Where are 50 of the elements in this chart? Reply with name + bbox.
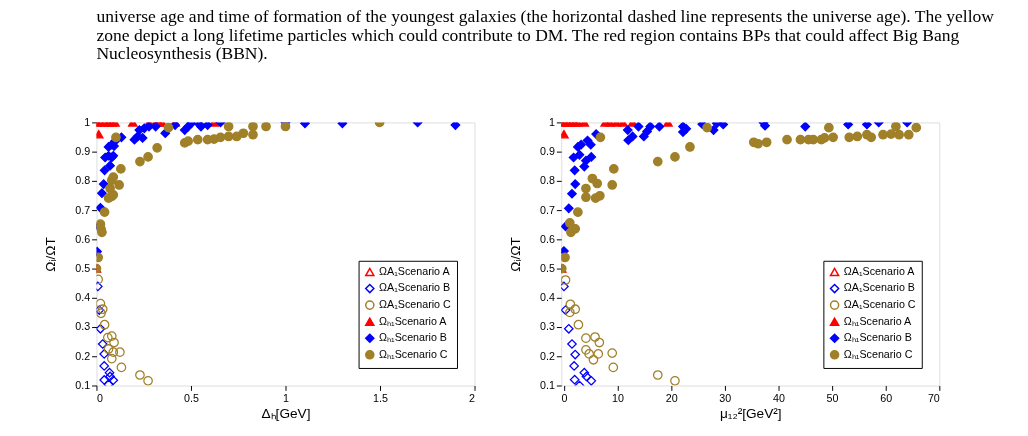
text: universe age and time of formation of the youngest galaxies (the horizontal dashed line represents the universe age). The yellow zone depict a long lifetime particles which could contribute to DM. The red region contains BPs that could affect Big Bang Nucleosynthesis (BBN). [96,6,995,64]
y-tick-label: 0.7 [540,203,555,216]
y-tick-label: 0.6 [75,232,91,245]
legend-label: Ωₕ₁Scenario C [843,347,913,360]
legend-label: ΩA₁Scenario B [843,281,915,294]
x-tick-label: 0 [96,391,103,404]
x-axis-title: Δₕ[GeV] [261,406,311,422]
y-tick-label: 0.9 [540,145,555,158]
x-tick-label: 40 [772,391,785,404]
x-tick-label: 70 [927,391,940,404]
y-tick-label: 0.7 [75,203,91,216]
y-tick-label: 0.4 [540,291,555,304]
y-tick-label: 0.2 [540,349,555,362]
y-tick-label: 0.4 [75,291,91,304]
y-tick-label: 0.8 [540,174,555,187]
x-tick-label: 0.5 [184,391,199,404]
y-tick-label: 0.6 [540,232,555,245]
y-tick-label: 1 [548,115,555,128]
y-tick-label: 0.1 [540,378,555,391]
legend-label: Ωₕ₁Scenario A [843,314,913,327]
y-tick-label: 0.3 [75,320,91,333]
y-axis-title: Ωᵢ/ΩT [507,236,523,272]
legend-label: ΩA₁Scenario A [379,264,451,277]
legend-label: ΩA₁Scenario C [843,298,916,311]
x-tick-label: 1.5 [373,391,388,404]
y-tick-label: 0.5 [75,261,91,274]
x-tick-label: 2 [469,391,476,404]
y-tick-label: 0.3 [540,320,555,333]
legend-label: ΩA₁Scenario B [379,281,451,294]
legend-label: Ωₕ₁Scenario B [379,331,448,344]
legend-label: Ωₕ₁Scenario B [843,331,912,344]
legend-label: ΩA₁Scenario C [379,298,452,311]
x-tick-label: 20 [665,391,678,404]
x-tick-label: 30 [719,391,732,404]
x-tick-label: 50 [826,391,839,404]
y-tick-label: 0.2 [75,349,91,362]
y-tick-label: 0.8 [75,174,91,187]
y-tick-label: 0.9 [75,145,91,158]
x-axis-title: μ₁₂²[GeV²] [719,406,782,422]
legend-label: ΩA₁Scenario A [843,264,916,277]
x-tick-label: 0 [561,391,568,404]
y-axis-title: Ωᵢ/ΩT [43,236,59,272]
x-tick-label: 10 [612,391,625,404]
x-tick-label: 1 [283,391,290,404]
legend-label: Ωₕ₁Scenario A [379,314,448,327]
y-tick-label: 0.5 [540,261,555,274]
legend-label: Ωₕ₁Scenario C [379,347,448,360]
y-tick-label: 0.1 [75,378,91,391]
x-tick-label: 60 [880,391,893,404]
y-tick-label: 1 [84,115,91,128]
